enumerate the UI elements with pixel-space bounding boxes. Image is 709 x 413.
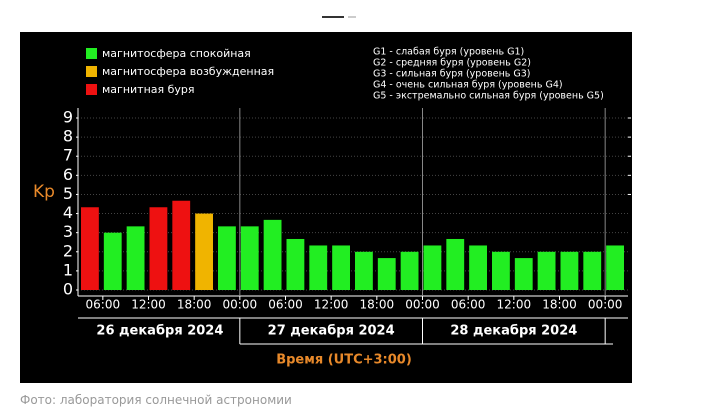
y-tick-label: 2: [63, 241, 73, 260]
y-tick-label: 6: [63, 165, 73, 184]
bar: [446, 238, 465, 290]
bar: [263, 219, 282, 290]
x-tick-label: 06:00: [451, 298, 486, 312]
legend-swatch: [86, 84, 97, 95]
bar: [103, 232, 122, 290]
y-tick-label: 5: [63, 184, 73, 203]
day-label: 27 декабря 2024: [268, 324, 395, 339]
bar: [492, 251, 510, 290]
x-tick-label: 00:00: [223, 298, 258, 312]
x-axis-label: Время (UTC+3:00): [276, 353, 412, 368]
bar: [537, 251, 556, 290]
x-tick-label: 12:00: [314, 298, 349, 312]
y-tick-label: 8: [63, 127, 73, 146]
storm-scale-text: G4 - очень сильная буря (уровень G4): [373, 80, 563, 91]
bar: [514, 258, 533, 290]
y2-tick-label: G1: [634, 189, 648, 200]
legend-label: магнитная буря: [102, 83, 195, 96]
storm-scale-text: G2 - средняя буря (уровень G2): [373, 58, 531, 69]
x-tick-label: 06:00: [86, 298, 121, 312]
day-label: 28 декабря 2024: [450, 324, 577, 339]
bar: [309, 245, 328, 290]
caption: Фото: лаборатория солнечной астрономии: [20, 393, 292, 407]
bar: [355, 251, 373, 290]
bar: [172, 200, 191, 290]
bar: [218, 226, 236, 290]
storm-scale-text: G1 - слабая буря (уровень G1): [373, 47, 524, 58]
slider-dot[interactable]: [348, 16, 356, 18]
x-tick-label: 06:00: [268, 298, 303, 312]
y2-tick-label: G2: [634, 170, 648, 181]
x-tick-label: 18:00: [177, 298, 212, 312]
x-tick-label: 00:00: [588, 298, 623, 312]
y-tick-label: 4: [63, 203, 73, 222]
legend-swatch: [86, 66, 97, 77]
bar: [126, 226, 145, 290]
y-tick-label: 1: [63, 260, 73, 279]
legend-swatch: [86, 48, 97, 59]
y-tick-label: 3: [63, 222, 73, 241]
bar: [583, 251, 602, 290]
y-axis-label: Kp: [33, 182, 55, 202]
bar: [400, 251, 419, 290]
x-tick-label: 12:00: [497, 298, 532, 312]
day-label: 26 декабря 2024: [96, 324, 223, 339]
bar: [606, 245, 624, 290]
bar: [149, 207, 168, 290]
slider-dot[interactable]: [322, 16, 344, 18]
bar: [286, 238, 305, 290]
y-tick-label: 9: [63, 108, 73, 127]
y-tick-label: 7: [63, 146, 73, 165]
y2-tick-label: G5: [634, 113, 648, 124]
storm-scale-text: G5 - экстремально сильная буря (уровень …: [373, 91, 604, 102]
bar: [377, 258, 396, 290]
x-tick-label: 18:00: [542, 298, 577, 312]
y2-tick-label: G3: [634, 151, 648, 162]
bar: [81, 207, 99, 290]
bar: [240, 226, 259, 290]
y2-tick-label: G4: [634, 132, 648, 143]
x-tick-label: 00:00: [405, 298, 440, 312]
bar: [332, 245, 350, 290]
bar: [469, 245, 487, 290]
bar: [423, 245, 442, 290]
storm-scale-text: G3 - сильная буря (уровень G3): [373, 69, 531, 80]
bar: [195, 213, 213, 290]
chart-background: [20, 32, 632, 383]
legend-label: магнитосфера спокойная: [102, 47, 251, 60]
chart: Kp Время (UTC+3:00) магнитосфера спокойн…: [20, 16, 648, 383]
bar: [560, 251, 579, 290]
legend-label: магнитосфера возбужденная: [102, 65, 274, 78]
x-tick-label: 18:00: [360, 298, 395, 312]
x-tick-label: 12:00: [131, 298, 166, 312]
y-tick-label: 0: [63, 280, 73, 299]
